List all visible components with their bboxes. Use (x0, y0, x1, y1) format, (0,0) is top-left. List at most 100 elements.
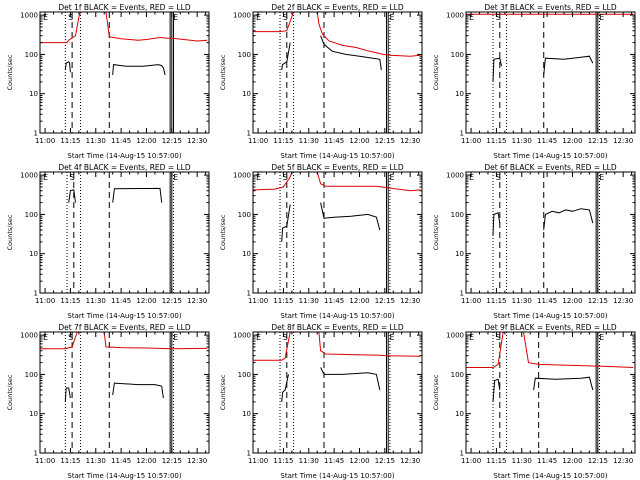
y-axis-label: Counts/sec (219, 374, 227, 410)
event-marker-label: E (43, 333, 48, 342)
x-tick-label: 12:15 (375, 137, 395, 145)
x-axis-label: Start Time (14-Aug-15 10:57:00) (67, 312, 181, 320)
y-tick-label: 100 (238, 51, 251, 59)
axis-frame (39, 331, 210, 454)
x-tick-label: 11:45 (324, 137, 344, 145)
y-tick-label: 10 (29, 90, 38, 98)
y-tick-label: 1000 (233, 12, 251, 20)
event-marker-label: E (256, 13, 261, 22)
y-tick-label: 10 (242, 410, 251, 418)
event-marker-label: S (70, 173, 75, 182)
x-tick-label: 12:30 (187, 137, 207, 145)
detector-panel-2: Det 2f BLACK = Events, RED = LLD Counts/s… (219, 3, 423, 160)
lld-rate-line (318, 332, 421, 357)
event-marker-label: S (496, 173, 501, 182)
detector-panel-1: Det 1f BLACK = Events, RED = LLD Counts/s… (6, 3, 210, 160)
x-tick-label: 11:15 (273, 457, 293, 465)
lld-rate-line (253, 332, 291, 361)
x-tick-label: 11:45 (324, 297, 344, 305)
y-tick-label: 1000 (233, 172, 251, 180)
events-rate-line (68, 189, 76, 203)
x-tick-label: 12:15 (162, 137, 182, 145)
x-tick-label: 12:15 (375, 457, 395, 465)
y-axis-label: Counts/sec (432, 374, 440, 410)
x-tick-label: 11:30 (299, 297, 319, 305)
x-axis-label: Start Time (14-Aug-15 10:57:00) (280, 312, 394, 320)
event-marker-label: E (43, 13, 48, 22)
event-marker-label: E (469, 173, 474, 182)
x-tick-label: 12:15 (162, 297, 182, 305)
x-axis-label: Start Time (14-Aug-15 10:57:00) (493, 152, 607, 160)
lld-rate-line (103, 332, 208, 350)
events-rate-line (543, 208, 594, 231)
panel-title: Det 3f BLACK = Events, RED = LLD (484, 3, 617, 12)
x-axis-label: Start Time (14-Aug-15 10:57:00) (493, 312, 607, 320)
events-rate-line (320, 35, 382, 71)
panel-title: Det 9f BLACK = Events, RED = LLD (484, 323, 617, 332)
y-axis-label: Counts/sec (219, 214, 227, 250)
x-tick-label: 12:00 (562, 457, 582, 465)
plot-area (253, 172, 422, 293)
x-tick-label: 11:15 (273, 137, 293, 145)
event-marker-label: E (256, 333, 261, 342)
x-tick-label: 11:00 (35, 137, 55, 145)
y-tick-label: 100 (238, 211, 251, 219)
lld-rate-line (523, 332, 634, 368)
x-tick-label: 11:30 (512, 297, 532, 305)
x-tick-label: 11:00 (248, 297, 268, 305)
event-marker-label: E (173, 173, 178, 182)
events-rate-line (492, 212, 501, 236)
x-tick-label: 11:00 (248, 457, 268, 465)
x-tick-label: 12:30 (400, 297, 420, 305)
x-tick-label: 11:00 (35, 457, 55, 465)
event-marker-label: S (68, 13, 73, 22)
y-tick-label: 1000 (446, 172, 464, 180)
detector-panel-9: Det 9f BLACK = Events, RED = LLD Counts/s… (432, 323, 636, 480)
panel-title: Det 7f BLACK = Events, RED = LLD (58, 323, 191, 332)
x-tick-label: 11:00 (461, 137, 481, 145)
event-marker-label: S (283, 333, 288, 342)
x-tick-label: 11:30 (86, 297, 106, 305)
x-tick-label: 11:15 (486, 457, 506, 465)
event-marker-label: E (469, 333, 474, 342)
events-rate-line (320, 202, 381, 231)
y-axis-label: Counts/sec (432, 214, 440, 250)
x-tick-label: 11:15 (60, 457, 80, 465)
x-tick-label: 11:15 (273, 297, 293, 305)
plot-area (492, 172, 635, 293)
x-tick-label: 11:30 (86, 457, 106, 465)
x-tick-label: 11:30 (299, 137, 319, 145)
events-rate-line (281, 204, 291, 242)
x-tick-label: 11:45 (537, 137, 557, 145)
x-axis-label: Start Time (14-Aug-15 10:57:00) (280, 152, 394, 160)
panel-title: Det 8f BLACK = Events, RED = LLD (271, 323, 404, 332)
y-tick-label: 1000 (446, 332, 464, 340)
y-tick-label: 1000 (233, 332, 251, 340)
y-tick-label: 1 (247, 130, 251, 138)
y-tick-label: 100 (451, 51, 464, 59)
x-tick-label: 12:00 (562, 137, 582, 145)
y-tick-label: 10 (242, 90, 251, 98)
panel-title: Det 5f BLACK = Events, RED = LLD (271, 163, 404, 172)
lld-rate-line (253, 172, 293, 191)
event-marker-label: S (283, 173, 288, 182)
x-tick-label: 11:45 (111, 297, 131, 305)
x-tick-label: 11:45 (537, 297, 557, 305)
lld-rate-line (253, 12, 295, 33)
axis-frame (252, 11, 423, 134)
plot-area (466, 12, 635, 133)
axis-frame (465, 171, 636, 294)
events-rate-line (112, 187, 163, 203)
axis-frame (465, 11, 636, 134)
event-marker-label: E (256, 173, 261, 182)
axis-frame (252, 331, 423, 454)
lld-rate-line (105, 12, 208, 42)
event-marker-label: E (390, 333, 395, 342)
y-tick-label: 10 (455, 90, 464, 98)
event-marker-label: S (283, 13, 288, 22)
x-axis-label: Start Time (14-Aug-15 10:57:00) (67, 472, 181, 480)
axis-frame (465, 331, 636, 454)
y-tick-label: 100 (451, 371, 464, 379)
